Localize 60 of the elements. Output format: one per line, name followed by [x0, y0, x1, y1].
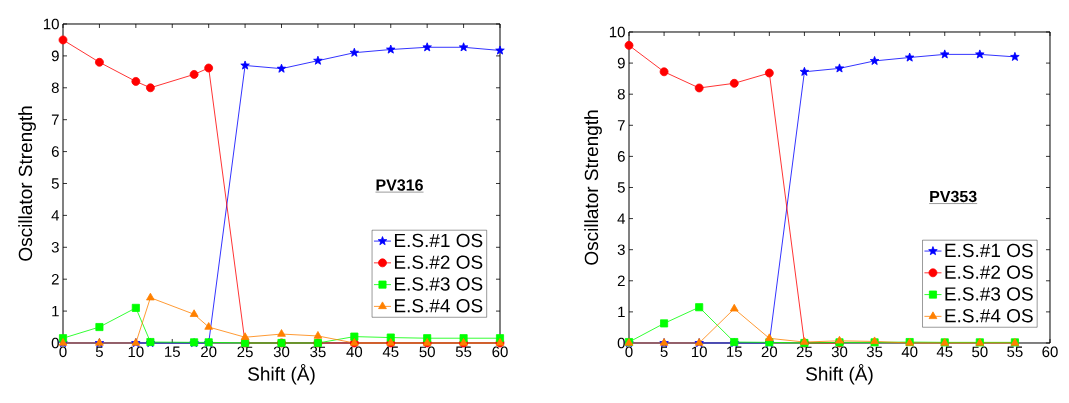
y-tick-label: 6 — [51, 146, 59, 157]
legend-title: PV316 — [376, 179, 423, 191]
x-tick-label: 45 — [936, 346, 953, 357]
legend-label: E.S.#1 OS — [945, 243, 1033, 258]
y-tick-label: 9 — [51, 50, 59, 62]
legend-label: E.S.#1 OS — [394, 233, 483, 248]
y-tick-label: 1 — [52, 305, 59, 317]
y-tick-label: 7 — [51, 114, 59, 125]
legend-label: E.S.#4 OS — [945, 308, 1033, 323]
y-axis-title: Oscillator Strength — [18, 106, 36, 261]
x-tick-label: 10 — [691, 346, 707, 358]
x-tick-label: 45 — [382, 346, 399, 357]
y-tick-label: 3 — [51, 241, 59, 253]
y-tick-label: 10 — [609, 26, 625, 38]
x-tick-label: 25 — [237, 346, 253, 358]
legend-title: PV353 — [930, 190, 977, 203]
y-tick-label: 2 — [51, 273, 59, 285]
x-axis-title: Shift (Å) — [806, 364, 873, 385]
x-tick-label: 60 — [492, 346, 508, 358]
y-tick-label: 1 — [618, 306, 625, 318]
x-tick-label: 20 — [201, 346, 217, 358]
y-tick-label: 4 — [51, 210, 60, 221]
y-tick-label: 5 — [617, 182, 625, 193]
legend-label: E.S.#4 OS — [394, 299, 483, 313]
x-axis-title: Shift (Å) — [248, 364, 315, 385]
x-tick-label: 35 — [866, 346, 883, 358]
legend-label: E.S.#2 OS — [394, 255, 483, 269]
x-tick-label: 5 — [660, 346, 668, 357]
x-tick-label: 60 — [1042, 346, 1058, 358]
y-axis-title: Oscillator Strength — [584, 110, 602, 265]
x-tick-label: 40 — [346, 346, 363, 358]
x-tick-label: 55 — [455, 346, 472, 357]
y-tick-label: 8 — [51, 82, 59, 94]
y-tick-label: 7 — [617, 120, 625, 131]
x-tick-label: 30 — [273, 346, 290, 358]
x-tick-label: 5 — [95, 346, 103, 357]
y-tick-label: 5 — [51, 178, 59, 189]
y-tick-label: 10 — [43, 18, 59, 30]
x-tick-label: 10 — [128, 346, 144, 358]
x-tick-label: 25 — [796, 346, 813, 358]
legend-label: E.S.#3 OS — [945, 287, 1033, 301]
x-tick-label: 35 — [310, 346, 326, 358]
y-tick-label: 8 — [617, 88, 625, 100]
x-tick-label: 15 — [727, 346, 742, 357]
y-tick-label: 0 — [51, 337, 59, 349]
y-tick-label: 6 — [617, 151, 625, 162]
x-tick-label: 50 — [419, 346, 435, 358]
x-tick-label: 55 — [1007, 346, 1023, 357]
x-tick-label: 20 — [761, 346, 778, 358]
y-tick-label: 9 — [617, 57, 625, 69]
x-tick-label: 30 — [831, 346, 848, 358]
y-tick-label: 3 — [617, 244, 625, 255]
x-tick-label: 15 — [165, 346, 180, 357]
y-tick-label: 0 — [617, 337, 625, 349]
legend-label: E.S.#3 OS — [394, 277, 483, 291]
legend-label: E.S.#2 OS — [945, 265, 1033, 279]
y-tick-label: 2 — [617, 275, 625, 287]
x-tick-label: 50 — [972, 346, 988, 358]
x-tick-label: 40 — [901, 346, 918, 358]
y-tick-label: 4 — [617, 213, 626, 224]
